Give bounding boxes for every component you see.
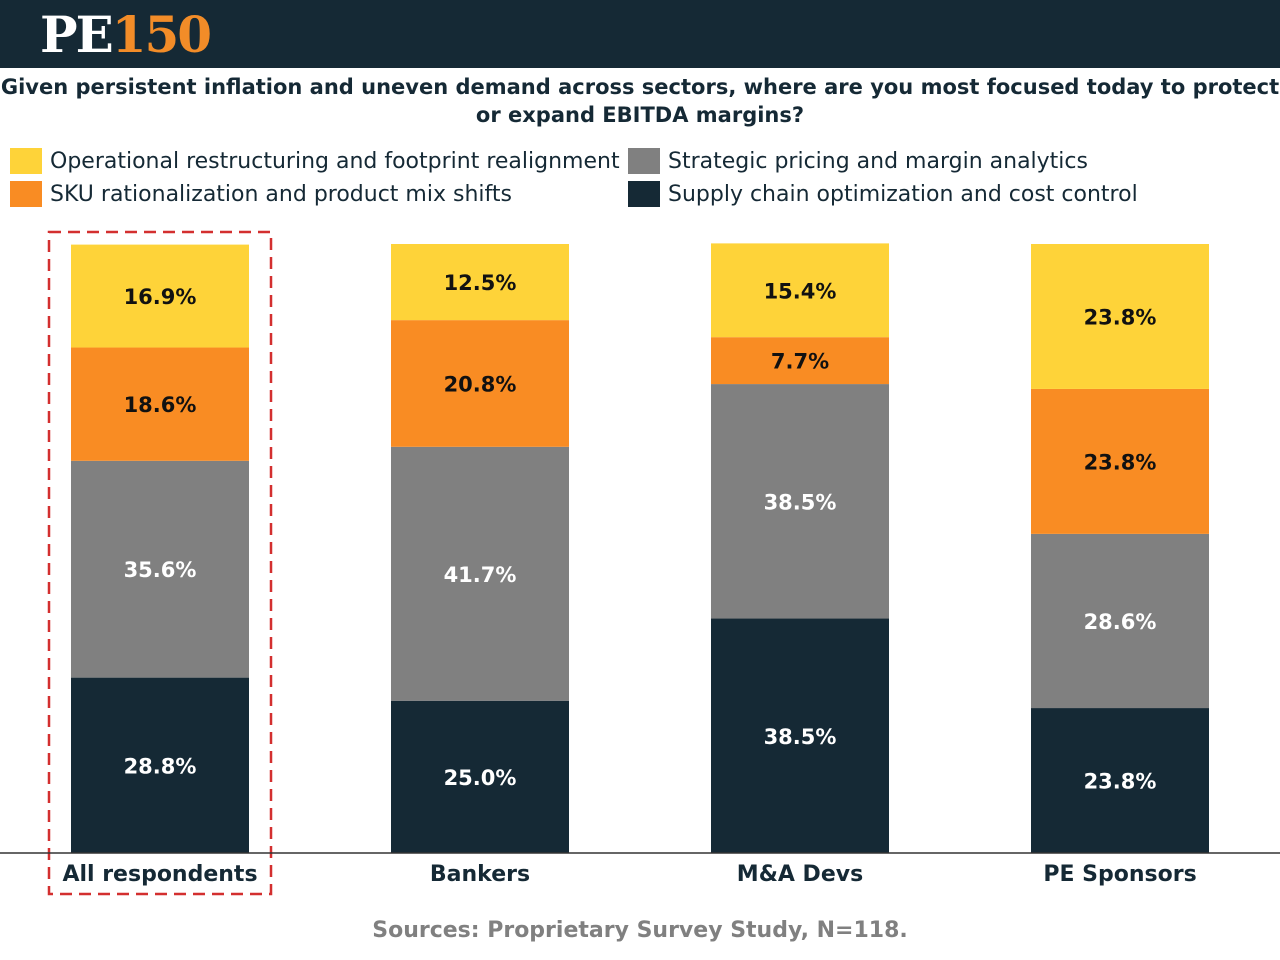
bar-segment-bankers-1	[391, 446, 569, 701]
data-label-m-a-devs-2: 7.7%	[771, 350, 829, 374]
data-label-pe-sponsors-0: 23.8%	[1084, 770, 1157, 794]
bar-segment-bankers-2	[391, 320, 569, 447]
bar-segment-m-a-devs-1	[711, 384, 889, 619]
data-label-pe-sponsors-2: 23.8%	[1084, 450, 1157, 474]
bar-segment-pe-sponsors-0	[1031, 708, 1209, 853]
bar-segment-m-a-devs-2	[711, 337, 889, 385]
header-bar: PE150	[0, 0, 1280, 68]
source-note: Sources: Proprietary Survey Study, N=118…	[372, 918, 908, 943]
legend-item-pricing: Strategic pricing and margin analytics	[628, 146, 1088, 176]
bar-segment-all-respondents-3	[71, 244, 249, 348]
bar-segment-pe-sponsors-1	[1031, 533, 1209, 709]
legend-label-sku: SKU rationalization and product mix shif…	[50, 181, 512, 207]
logo-pe: PE	[40, 5, 114, 64]
bar-segment-m-a-devs-0	[711, 618, 889, 853]
legend-label-operational: Operational restructuring and footprint …	[50, 148, 620, 174]
bar-segment-all-respondents-2	[71, 347, 249, 461]
highlight-box	[47, 230, 273, 896]
data-label-all-respondents-1: 35.6%	[124, 558, 197, 582]
data-label-m-a-devs-1: 38.5%	[764, 490, 837, 514]
category-label-bankers: Bankers	[430, 862, 530, 887]
bar-segment-pe-sponsors-2	[1031, 388, 1209, 534]
category-label-m-a-devs: M&A Devs	[737, 862, 863, 887]
data-label-all-respondents-2: 18.6%	[124, 393, 197, 417]
bar-segment-all-respondents-0	[71, 677, 249, 853]
legend-item-operational: Operational restructuring and footprint …	[10, 146, 620, 176]
legend-label-supply-chain: Supply chain optimization and cost contr…	[668, 181, 1138, 207]
legend-swatch-operational	[10, 148, 42, 174]
logo-number: 150	[111, 5, 212, 64]
chart-title: Given persistent inflation and uneven de…	[0, 75, 1280, 127]
data-label-pe-sponsors-1: 28.6%	[1084, 610, 1157, 634]
legend-swatch-sku	[10, 181, 42, 207]
category-label-pe-sponsors: PE Sponsors	[1043, 862, 1196, 887]
data-label-all-respondents-3: 16.9%	[124, 285, 197, 309]
data-label-bankers-1: 41.7%	[444, 563, 517, 587]
bar-segment-pe-sponsors-3	[1031, 244, 1209, 389]
category-label-all-respondents: All respondents	[62, 862, 257, 887]
pe150-logo: PE150	[40, 5, 212, 64]
data-label-m-a-devs-0: 38.5%	[764, 725, 837, 749]
legend-item-supply-chain: Supply chain optimization and cost contr…	[628, 179, 1138, 209]
legend-swatch-pricing	[628, 148, 660, 174]
bar-segment-all-respondents-1	[71, 460, 249, 678]
data-label-bankers-2: 20.8%	[444, 372, 517, 396]
legend: Operational restructuring and footprint …	[0, 146, 1280, 212]
bar-segment-m-a-devs-3	[711, 243, 889, 338]
data-label-all-respondents-0: 28.8%	[124, 754, 197, 778]
data-label-pe-sponsors-3: 23.8%	[1084, 305, 1157, 329]
data-label-bankers-0: 25.0%	[444, 766, 517, 790]
bar-segment-bankers-3	[391, 244, 569, 321]
bar-segment-bankers-0	[391, 700, 569, 853]
legend-item-sku: SKU rationalization and product mix shif…	[10, 179, 512, 209]
data-label-bankers-3: 12.5%	[444, 271, 517, 295]
legend-label-pricing: Strategic pricing and margin analytics	[668, 148, 1088, 174]
legend-swatch-supply-chain	[628, 181, 660, 207]
data-label-m-a-devs-3: 15.4%	[764, 279, 837, 303]
